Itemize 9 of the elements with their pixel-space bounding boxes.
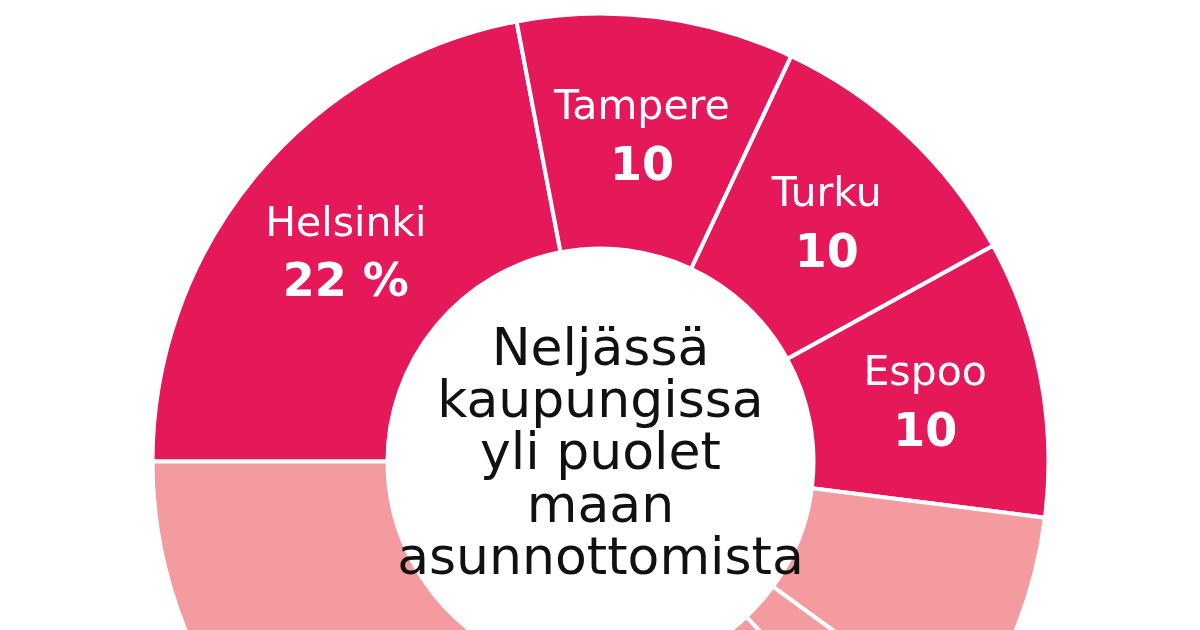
text: Neljässä kaupungissa yli puolet maan asunnottomista (397, 317, 804, 586)
data-label: 10 (893, 402, 958, 457)
data-label: 22 % (282, 252, 409, 307)
slice-label: Helsinki (265, 197, 427, 246)
slice-label: Espoo (863, 346, 987, 395)
slice-label: Turku (770, 167, 882, 216)
data-label: 10 (609, 136, 674, 191)
slice-label: Tampere (553, 80, 730, 129)
data-label: 10 (794, 223, 859, 278)
